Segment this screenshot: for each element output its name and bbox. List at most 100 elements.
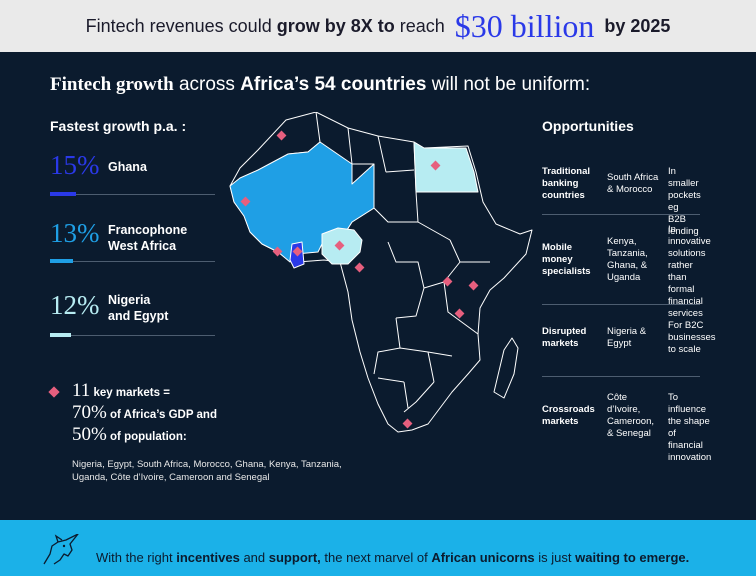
opp-text: To influence [668,392,707,415]
opp-text: rather than [668,260,693,283]
stat-bar [50,192,76,196]
opp-category: Disrupted markets [542,326,586,350]
opp-text: businesses [668,332,716,343]
opp-countries: South Africa & Morocco [607,172,658,196]
stat-pct: 13% [50,218,100,248]
opp-text: Tanzania, [607,248,648,259]
footer-bold: support, [268,550,321,565]
banner-mid: reach [399,15,445,36]
footer-text: With the right [96,550,173,565]
stat-label-line2: West Africa [108,239,177,253]
headline-mid: across [178,74,235,95]
opp-text: Egypt [607,338,632,349]
africa-landmass [229,112,533,433]
stat-pct: 15% [50,150,100,180]
top-banner: Fintech revenues could grow by 8X to rea… [0,0,756,52]
opp-text: of financial [668,428,703,451]
marker-ghana [292,246,303,257]
opp-description: To influence the shape of financial innovat… [668,392,711,464]
opp-text: the shape [668,416,710,427]
opp-text: Disrupted [542,326,587,337]
opp-countries: Kenya, Tanzania, Ghana, & Uganda [607,236,648,284]
headline: Fintech growth across Africa’s 54 countr… [50,74,590,96]
marker-diamond-icon [48,386,60,398]
opp-text: Uganda [607,272,641,283]
footer-message: With the right incentives and support, t… [96,550,689,565]
opp-text: Nigeria & [607,326,647,337]
map-egypt [413,141,479,193]
opportunities-title: Opportunities [542,118,634,134]
opp-text: innovation [668,452,712,463]
fastest-growth-title: Fastest growth p.a. : [50,118,187,134]
headline-serif: Fintech growth [50,74,174,95]
opp-separator [542,376,700,377]
stat-bar [50,259,73,263]
banner-pre: Fintech revenues could [85,15,272,36]
footer-text: is just [538,550,572,565]
key-markets-count: 11 [72,380,91,401]
opp-text: Crossroads [542,404,595,415]
key-markets-gdp-pct: 70% [72,402,107,423]
opp-text: Kenya, [607,236,637,247]
banner-post: by 2025 [604,15,671,36]
opp-text: specialists [542,266,591,277]
opp-description: In smaller pockets eg B2B lending [668,166,701,238]
opp-text: money [542,254,573,265]
opp-separator [542,304,700,305]
opp-text: financial [668,296,703,307]
stat-track [50,261,215,262]
opp-description: In innovative solutions rather than formal f… [668,224,711,320]
opp-text: B2B lending [668,214,699,237]
opp-text: d’Ivoire, [607,404,641,415]
africa-map [229,112,533,433]
opp-text: Traditional [542,166,591,177]
stat-ghana: 15% Ghana [50,150,215,200]
key-markets-count-label: key markets = [93,387,170,399]
stat-nigeria-egypt: 12% Nigeria and Egypt [50,290,215,340]
opp-text: Côte [607,392,628,403]
banner-text: Fintech revenues could grow by 8X to rea… [86,16,445,37]
key-markets-countries: Nigeria, Egypt, South Africa, Morocco, G… [72,459,342,483]
opp-text: banking [542,178,579,189]
stat-pct: 12% [50,290,100,320]
opp-text: & Senegal [607,428,651,439]
opp-text: Mobile [542,242,573,253]
stat-label-line1: Ghana [108,160,147,174]
footer-bold: incentives [176,550,240,565]
opp-text: South Africa [607,172,659,183]
opp-text: countries [542,190,585,201]
opp-text: to scale [668,344,701,355]
stat-francophone: 13% Francophone West Africa [50,218,215,268]
key-markets-pop-pct: 50% [72,424,107,445]
footer-bold: waiting to emerge. [575,550,690,565]
opp-text: & Morocco [607,184,653,195]
marker-nigeria [334,240,345,251]
stat-label: Ghana [108,159,147,175]
opp-text: For B2C [668,320,704,331]
stat-label-line1: Francophone [108,223,188,237]
madagascar [493,337,519,399]
opp-category: Crossroads markets [542,404,595,428]
stat-label-line1: Nigeria [108,293,151,307]
opp-category: Traditional banking countries [542,166,590,202]
opp-text: In innovative [668,224,711,247]
opp-text: formal [668,284,695,295]
opp-countries: Nigeria & Egypt [607,326,646,350]
key-markets-gdp-line: 70% of Africa’s GDP and [72,402,217,424]
opp-text: pockets eg [668,190,701,213]
opp-text: solutions [668,248,706,259]
banner-big-number: $30 billion [454,7,595,44]
stat-track [50,194,215,195]
opp-text: services [668,308,703,319]
opp-separator [542,214,700,215]
opp-description: For B2C businesses to scale [668,320,716,356]
opp-text: Cameroon, [607,416,654,427]
key-markets-gdp-label: of Africa’s GDP and [110,409,217,421]
stat-label: Francophone West Africa [108,222,187,254]
footer-text: the next marvel of [324,550,428,565]
footer-text: and [243,550,266,565]
marker-senegal [240,196,251,207]
key-markets-count-line: 11 key markets = [72,380,170,402]
stat-bar [50,333,71,337]
opp-text: markets [542,416,579,427]
